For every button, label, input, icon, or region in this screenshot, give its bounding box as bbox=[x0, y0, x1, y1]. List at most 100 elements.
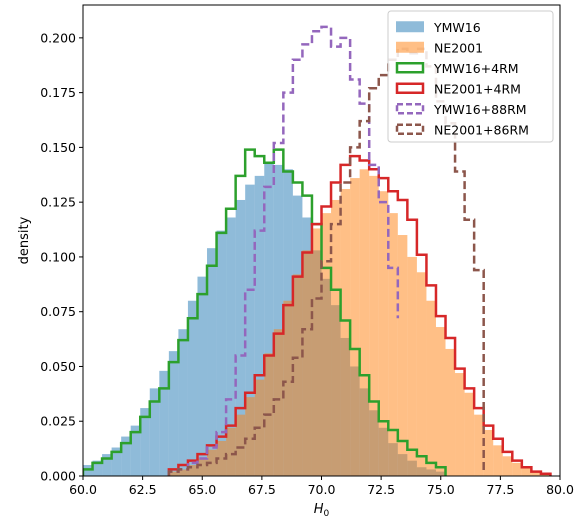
x-axis-label-main: H bbox=[314, 502, 324, 517]
legend-label-ne2001-86rm: NE2001+86RM bbox=[434, 122, 529, 137]
y-tick-label: 0.000 bbox=[40, 469, 76, 484]
histogram-bar bbox=[102, 454, 112, 476]
x-axis-label-subscript: 0 bbox=[324, 509, 330, 519]
series-ymw16-4rm-line bbox=[83, 148, 447, 476]
histogram-bar bbox=[111, 447, 122, 476]
histogram-bar bbox=[168, 471, 179, 476]
histogram-bar bbox=[359, 169, 370, 476]
x-tick-label: 67.5 bbox=[248, 482, 276, 497]
histogram-bar bbox=[531, 471, 541, 476]
plot-marks bbox=[83, 25, 552, 476]
histogram-bar bbox=[197, 276, 208, 476]
histogram-bar bbox=[292, 274, 303, 476]
y-tick-label: 0.050 bbox=[40, 359, 76, 374]
y-tick-label: 0.200 bbox=[40, 30, 76, 45]
histogram-bar bbox=[207, 449, 217, 476]
histogram-bar bbox=[140, 408, 150, 476]
legend-swatch-ymw16 bbox=[396, 21, 424, 33]
histogram-bar bbox=[207, 248, 217, 476]
x-tick-label: 70.0 bbox=[308, 482, 336, 497]
y-tick-label: 0.125 bbox=[40, 195, 76, 210]
histogram-bar bbox=[416, 272, 427, 476]
y-tick-label: 0.175 bbox=[40, 85, 76, 100]
histogram-bar bbox=[254, 175, 265, 476]
histogram-bar bbox=[407, 256, 417, 476]
histogram-bar bbox=[92, 460, 103, 476]
histogram-bar bbox=[235, 414, 246, 476]
histogram-bar bbox=[187, 465, 198, 476]
legend-box bbox=[387, 10, 554, 143]
histogram-bar bbox=[455, 373, 465, 476]
histogram-bar bbox=[474, 414, 484, 476]
legend-swatch-ne2001-86rm bbox=[395, 123, 425, 135]
histogram-bar bbox=[216, 230, 227, 476]
x-axis-ticks: 60.0 62.5 65.0 67.5 70.0 72.5 75.0 77.5 80.0 bbox=[69, 476, 574, 497]
histogram-bar bbox=[512, 462, 522, 476]
x-tick-label: 62.5 bbox=[129, 482, 157, 497]
histogram-bar bbox=[187, 300, 198, 476]
histogram-bar bbox=[121, 436, 131, 476]
x-tick-label: 60.0 bbox=[69, 482, 97, 497]
histogram-bar bbox=[331, 199, 341, 476]
histogram-bar bbox=[178, 469, 188, 476]
histogram-bar bbox=[378, 191, 389, 476]
histogram-bar bbox=[197, 458, 208, 476]
series-ne2001 bbox=[168, 169, 551, 476]
series-ne2001-86rm-line bbox=[167, 47, 485, 476]
legend-label-ymw16: YMW16 bbox=[433, 20, 481, 35]
x-axis-label: H0 bbox=[314, 502, 330, 519]
histogram-bar bbox=[426, 300, 436, 476]
y-axis-ticks: 0.000 0.025 0.050 0.075 0.100 0.125 0.150 0.175… bbox=[40, 30, 83, 484]
histogram-bar bbox=[388, 213, 398, 476]
series-ne2001-4rm-line bbox=[167, 154, 552, 476]
histogram-bar bbox=[397, 235, 408, 476]
histogram-bar bbox=[340, 189, 351, 476]
histogram-bar bbox=[130, 425, 141, 476]
histogram-bar bbox=[464, 392, 475, 476]
legend-label-ymw16-4rm: YMW16+4RM bbox=[433, 61, 519, 76]
histogram-bar bbox=[445, 348, 456, 476]
x-tick-label: 65.0 bbox=[188, 482, 216, 497]
histogram-bar bbox=[245, 184, 255, 476]
histogram-bar bbox=[149, 388, 160, 476]
histogram-bar bbox=[245, 397, 255, 476]
histogram-bar bbox=[226, 217, 236, 476]
legend-swatch-ymw16-88rm bbox=[395, 103, 425, 115]
y-axis-label: density bbox=[17, 216, 32, 264]
histogram-bar bbox=[350, 178, 360, 476]
histogram-bar bbox=[502, 456, 513, 476]
histogram-bar bbox=[178, 329, 188, 476]
histogram-bar bbox=[226, 427, 236, 476]
histogram-bar bbox=[493, 445, 503, 476]
x-tick-label: 75.0 bbox=[427, 482, 455, 497]
histogram-bar bbox=[302, 250, 312, 476]
legend-swatch-ymw16-4rm bbox=[395, 62, 425, 74]
histogram-bar bbox=[273, 164, 284, 476]
y-tick-label: 0.150 bbox=[40, 140, 76, 155]
histogram-bar bbox=[216, 440, 227, 476]
x-tick-label: 77.5 bbox=[486, 482, 514, 497]
histogram-bar bbox=[521, 467, 532, 476]
x-tick-label: 80.0 bbox=[546, 482, 574, 497]
x-tick-label: 72.5 bbox=[367, 482, 395, 497]
plot-area bbox=[83, 25, 552, 476]
histogram-bar bbox=[283, 300, 293, 476]
histogram-bar bbox=[435, 327, 446, 476]
histogram-bar bbox=[321, 213, 332, 476]
legend-label-ne2001-4rm: NE2001+4RM bbox=[434, 81, 521, 96]
legend-swatch-ne2001-4rm bbox=[395, 82, 425, 94]
legend-label-ymw16-88rm: YMW16+88RM bbox=[433, 102, 527, 117]
y-tick-label: 0.100 bbox=[40, 249, 76, 264]
legend: YMW16 NE2001 YMW16+4RM NE2001+4RM YMW16+88RM… bbox=[387, 10, 554, 143]
histogram-bar bbox=[369, 175, 379, 476]
y-tick-label: 0.075 bbox=[40, 304, 76, 319]
legend-label-ne2001: NE2001 bbox=[434, 40, 483, 55]
series-ymw16-88rm-line bbox=[167, 25, 400, 476]
histogram-bar bbox=[168, 351, 179, 476]
y-tick-label: 0.025 bbox=[40, 414, 76, 429]
histogram-bar bbox=[235, 199, 246, 476]
histogram-bar bbox=[483, 429, 494, 476]
legend-swatch-ne2001 bbox=[396, 41, 424, 53]
histogram-bar bbox=[159, 370, 169, 476]
